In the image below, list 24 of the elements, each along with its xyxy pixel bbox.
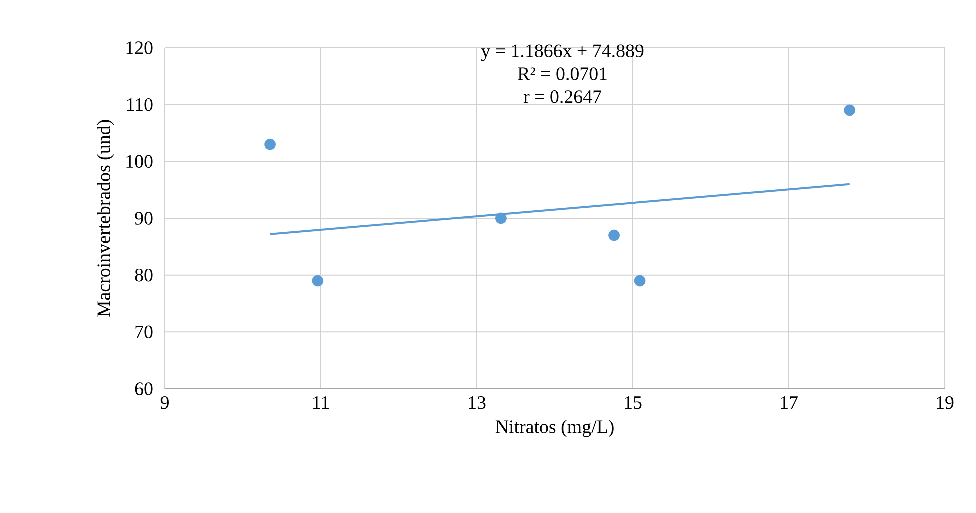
y-tick-label: 120: [126, 42, 153, 54]
point: [634, 275, 646, 287]
x-tick-label: 11: [314, 396, 329, 409]
x-tick-label: 9: [160, 396, 169, 410]
y-tick-label: 110: [127, 98, 153, 112]
x-tick-label: 13: [469, 396, 486, 410]
point: [312, 275, 324, 287]
point: [844, 104, 856, 116]
y-axis-title: Macroinvertebrados (und): [97, 120, 114, 318]
y-tick-label: 90: [135, 212, 153, 225]
annotation: y = 1.1866x + 74.889: [481, 44, 644, 62]
x-tick-label: 17: [781, 396, 798, 409]
point: [496, 212, 507, 224]
point: [264, 138, 276, 150]
annotation: R² = 0.0701: [518, 68, 607, 80]
y-tick-label: 80: [135, 268, 153, 282]
x-tick-label: 19: [937, 396, 954, 410]
y-tick-label: 100: [126, 155, 153, 168]
annotation: r = 0.2647: [524, 90, 602, 104]
x-tick-label: 15: [625, 396, 642, 410]
y-tick-label: 60: [135, 382, 153, 396]
point: [608, 230, 620, 242]
y-tick-label: 70: [136, 326, 153, 339]
x-axis-title: Nitratos (mg/L): [496, 420, 614, 438]
